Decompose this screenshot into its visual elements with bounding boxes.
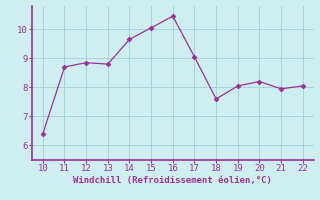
X-axis label: Windchill (Refroidissement éolien,°C): Windchill (Refroidissement éolien,°C) bbox=[73, 176, 272, 185]
